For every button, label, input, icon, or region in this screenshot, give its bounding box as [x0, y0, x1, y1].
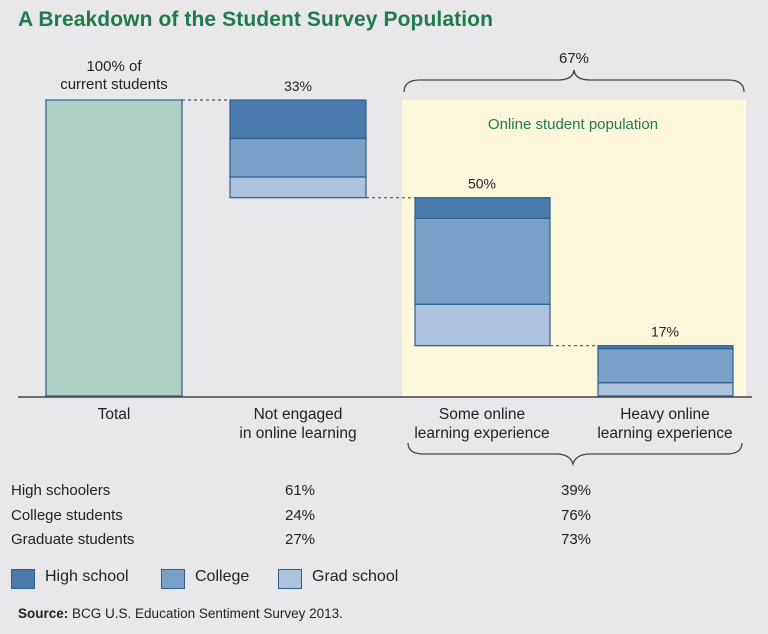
highlight-label: Online student population	[488, 116, 658, 133]
bar-value-label: 33%	[284, 78, 312, 94]
bar-segment-high-school	[414, 197, 551, 219]
bar-segment-high-school	[229, 99, 367, 140]
category-label: learning experience	[414, 425, 549, 442]
bar-segment-total	[45, 99, 183, 397]
category-label: learning experience	[597, 425, 732, 442]
row-label: Graduate students	[11, 531, 135, 548]
bar-segment-grad-school	[229, 176, 367, 199]
bar-segment-college	[597, 348, 734, 384]
category-label: in online learning	[239, 425, 356, 442]
chart-title: A Breakdown of the Student Survey Popula…	[18, 8, 493, 31]
waterfall-chart: Online student population 33% 50% 17% 100% o…	[18, 50, 752, 467]
not-engaged-value: 27%	[284, 531, 316, 548]
bar-value-label: 17%	[651, 324, 679, 340]
bracket-label: 67%	[559, 50, 589, 67]
legend-label: College	[195, 568, 250, 585]
source-note: Source: BCG U.S. Education Sentiment Sur…	[18, 606, 343, 621]
not-engaged-value: 61%	[284, 482, 316, 499]
legend-label: Grad school	[312, 568, 399, 585]
legend-swatch-college	[161, 569, 185, 589]
top-brace	[403, 69, 745, 93]
bar-segment-high-school	[597, 345, 734, 350]
bar-value-label: 50%	[468, 176, 496, 192]
category-label: Not engaged	[254, 406, 343, 423]
legend-swatch-high-school	[11, 569, 35, 589]
category-label: Some online	[439, 406, 525, 423]
total-label-line2: current students	[60, 76, 168, 93]
row-label: College students	[11, 507, 123, 524]
legend-label: High school	[45, 568, 129, 585]
total-label-line1: 100% of	[86, 58, 142, 75]
online-value: 39%	[560, 482, 592, 499]
bar-segment-college	[229, 137, 367, 178]
source-prefix: Source:	[18, 606, 69, 621]
category-label: Heavy online	[620, 406, 710, 423]
not-engaged-value: 24%	[284, 507, 316, 524]
bar-segment-grad-school	[597, 382, 734, 397]
online-value: 76%	[560, 507, 592, 524]
category-label: Total	[98, 406, 131, 423]
row-label: High schoolers	[11, 482, 111, 499]
legend-swatch-grad-school	[278, 569, 302, 589]
bar-segment-college	[414, 217, 551, 305]
source-text: BCG U.S. Education Sentiment Survey 2013…	[72, 606, 343, 621]
bottom-brace	[407, 442, 743, 467]
online-value: 73%	[560, 531, 592, 548]
bar-segment-grad-school	[414, 303, 551, 347]
